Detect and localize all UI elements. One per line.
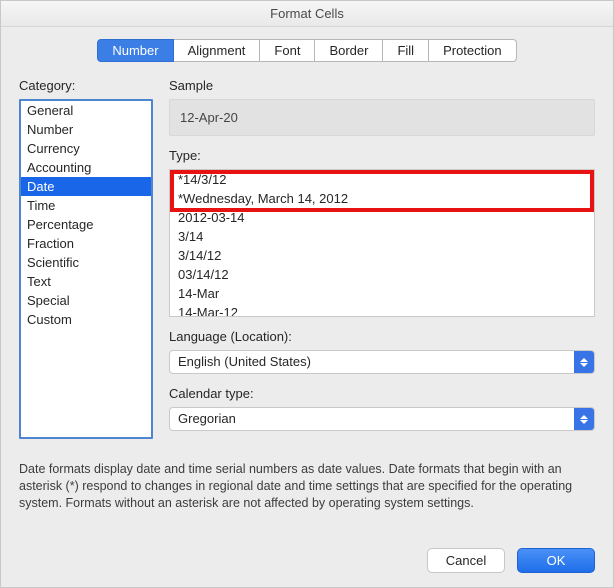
- category-list[interactable]: GeneralNumberCurrencyAccountingDateTimeP…: [19, 99, 153, 439]
- type-item[interactable]: *Wednesday, March 14, 2012: [170, 189, 594, 208]
- cancel-button[interactable]: Cancel: [427, 548, 505, 573]
- type-item[interactable]: 2012-03-14: [170, 208, 594, 227]
- dialog-buttons: Cancel OK: [427, 548, 595, 573]
- category-item[interactable]: Custom: [21, 310, 151, 329]
- category-item[interactable]: Accounting: [21, 158, 151, 177]
- tab-alignment[interactable]: Alignment: [174, 39, 261, 62]
- window-title: Format Cells: [1, 1, 613, 27]
- type-item[interactable]: 14-Mar-12: [170, 303, 594, 317]
- calendar-dropdown[interactable]: Gregorian: [169, 407, 595, 431]
- type-item[interactable]: 3/14/12: [170, 246, 594, 265]
- format-description: Date formats display date and time seria…: [19, 461, 595, 512]
- type-list[interactable]: *14/3/12*Wednesday, March 14, 20122012-0…: [169, 169, 595, 317]
- category-item[interactable]: Currency: [21, 139, 151, 158]
- category-item[interactable]: Text: [21, 272, 151, 291]
- tab-fill[interactable]: Fill: [383, 39, 429, 62]
- language-value: English (United States): [170, 351, 574, 373]
- calendar-label: Calendar type:: [169, 386, 595, 401]
- ok-button[interactable]: OK: [517, 548, 595, 573]
- calendar-value: Gregorian: [170, 408, 574, 430]
- category-item[interactable]: Time: [21, 196, 151, 215]
- category-item[interactable]: Number: [21, 120, 151, 139]
- category-item[interactable]: Scientific: [21, 253, 151, 272]
- type-item[interactable]: 03/14/12: [170, 265, 594, 284]
- dialog-body: Category: GeneralNumberCurrencyAccountin…: [1, 70, 613, 439]
- tab-border[interactable]: Border: [315, 39, 383, 62]
- updown-icon: [574, 408, 594, 430]
- tab-bar: NumberAlignmentFontBorderFillProtection: [1, 39, 613, 62]
- type-item[interactable]: 3/14: [170, 227, 594, 246]
- category-item[interactable]: General: [21, 101, 151, 120]
- category-item[interactable]: Special: [21, 291, 151, 310]
- format-cells-dialog: Format Cells NumberAlignmentFontBorderFi…: [0, 0, 614, 588]
- type-item[interactable]: *14/3/12: [170, 170, 594, 189]
- type-item[interactable]: 14-Mar: [170, 284, 594, 303]
- tab-number[interactable]: Number: [97, 39, 173, 62]
- type-label: Type:: [169, 148, 595, 163]
- language-label: Language (Location):: [169, 329, 595, 344]
- sample-label: Sample: [169, 78, 595, 93]
- category-label: Category:: [19, 78, 153, 93]
- category-item[interactable]: Date: [21, 177, 151, 196]
- tab-protection[interactable]: Protection: [429, 39, 517, 62]
- updown-icon: [574, 351, 594, 373]
- category-item[interactable]: Percentage: [21, 215, 151, 234]
- tab-font[interactable]: Font: [260, 39, 315, 62]
- language-dropdown[interactable]: English (United States): [169, 350, 595, 374]
- sample-value: 12-Apr-20: [169, 99, 595, 136]
- category-item[interactable]: Fraction: [21, 234, 151, 253]
